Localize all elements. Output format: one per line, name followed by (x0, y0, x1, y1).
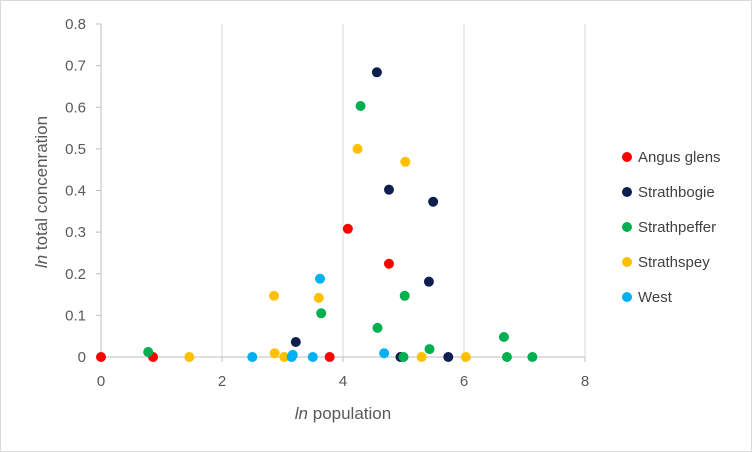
legend-marker-strathbogie (622, 187, 632, 197)
x-axis-label-italic: ln (295, 404, 308, 423)
point-strathspey (269, 348, 280, 359)
point-strathspey (269, 290, 280, 301)
legend-marker-strathspey (622, 257, 632, 267)
y-tick-label: 0 (78, 349, 86, 366)
y-tick-label: 0.5 (65, 141, 86, 158)
point-strathpeffer (498, 332, 509, 343)
point-strathbogie (428, 196, 439, 207)
point-strathpeffer (399, 290, 410, 301)
y-tick-label: 0.2 (65, 266, 86, 283)
point-strathpeffer (527, 352, 538, 362)
point-strathspey (352, 143, 363, 154)
point-strathspey (460, 352, 471, 362)
y-tick-label: 0.7 (65, 58, 86, 75)
x-tick-label: 0 (97, 373, 105, 390)
point-strathpeffer (143, 347, 154, 358)
point-west (247, 352, 258, 362)
point-angus-glens (96, 352, 106, 362)
point-strathspey (313, 292, 324, 303)
point-strathpeffer (372, 322, 383, 333)
point-strathspey (400, 156, 411, 167)
legend-marker-angus-glens (622, 152, 632, 162)
legend-label-strathpeffer: Strathpeffer (638, 219, 716, 236)
point-strathpeffer (424, 344, 435, 355)
legend-label-angus-glens: Angus glens (638, 149, 721, 166)
y-axis-label-italic: ln (32, 255, 51, 268)
point-strathspey (184, 352, 195, 362)
x-tick-label: 6 (460, 373, 468, 390)
y-axis-label-text: total concenration (32, 116, 51, 255)
point-angus-glens (324, 352, 335, 362)
point-strathpeffer (355, 101, 366, 112)
tick-labels: 0 2 4 6 8 0 0.1 0.2 0.3 0.4 0.5 0.6 0.7 0.8 (65, 16, 589, 390)
point-angus-glens (383, 258, 394, 269)
point-strathpeffer (398, 352, 409, 362)
y-tick-label: 0.4 (65, 183, 86, 200)
legend-marker-strathpeffer (622, 222, 632, 232)
legend-label-strathspey: Strathspey (638, 254, 710, 271)
point-west (287, 349, 298, 360)
x-tick-label: 4 (339, 373, 347, 390)
x-tick-label: 2 (218, 373, 226, 390)
y-tick-label: 0.1 (65, 307, 86, 324)
y-tick-label: 0.6 (65, 99, 86, 116)
point-west (307, 352, 318, 362)
point-strathbogie (371, 67, 382, 78)
point-west (315, 273, 326, 284)
point-strathpeffer (316, 308, 327, 319)
y-axis-label: ln total concenration (32, 116, 51, 268)
point-strathbogie (290, 337, 301, 348)
x-tick-label: 8 (581, 373, 589, 390)
x-axis-label: ln population (295, 404, 391, 423)
legend: Angus glens Strathbogie Strathpeffer Strath… (622, 149, 721, 306)
point-west (379, 348, 390, 359)
point-strathbogie (383, 184, 394, 195)
point-strathpeffer (501, 352, 512, 362)
gridlines (96, 23, 586, 362)
legend-marker-west (622, 292, 632, 302)
legend-label-strathbogie: Strathbogie (638, 184, 715, 201)
y-tick-label: 0.3 (65, 224, 86, 241)
y-tick-label: 0.8 (65, 16, 86, 33)
point-angus-glens (342, 223, 353, 234)
point-strathspey (416, 352, 427, 362)
point-strathspey (279, 352, 290, 362)
point-strathbogie (443, 352, 454, 362)
data-points (96, 67, 538, 362)
point-strathbogie (423, 276, 434, 287)
legend-label-west: West (638, 289, 673, 306)
x-axis-label-text: population (308, 404, 391, 423)
